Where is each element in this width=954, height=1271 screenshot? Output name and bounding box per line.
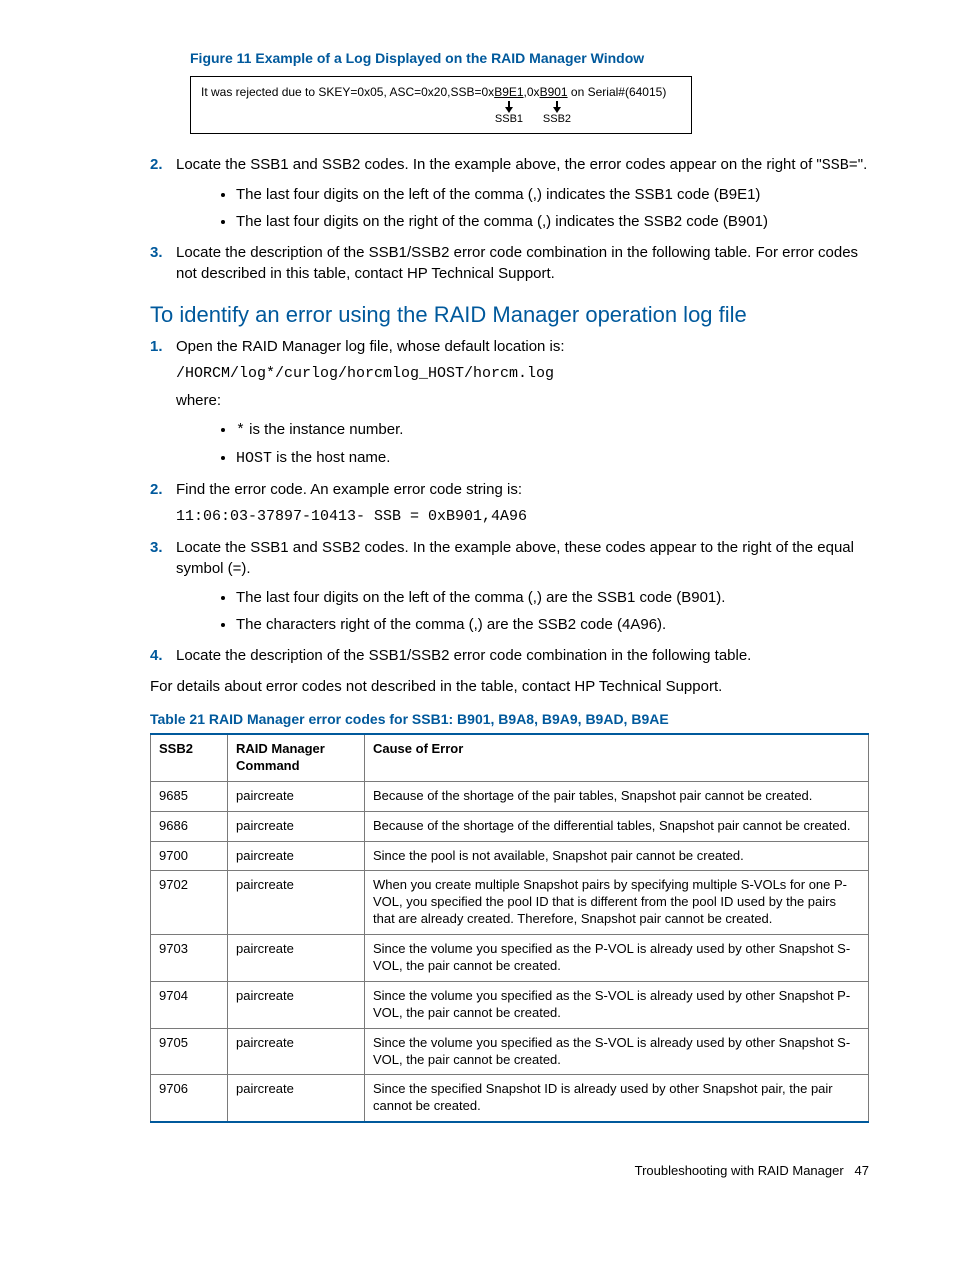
cell-cmd: paircreate — [228, 1028, 365, 1075]
document-page: Figure 11 Example of a Log Displayed on … — [0, 0, 954, 1208]
step-num: 2. — [150, 154, 163, 175]
cell-cause: Since the volume you specified as the P-… — [365, 935, 869, 982]
cell-cause: Since the pool is not available, Snapsho… — [365, 841, 869, 871]
cell-cmd: paircreate — [228, 871, 365, 935]
bullet: The last four digits on the left of the … — [236, 587, 869, 608]
bullet-code: * — [236, 422, 245, 439]
cell-cmd: paircreate — [228, 1075, 365, 1122]
figure-label2: SSB2 — [543, 113, 571, 125]
step-text: Locate the description of the SSB1/SSB2 … — [176, 647, 751, 664]
table-row: 9700paircreateSince the pool is not avai… — [151, 841, 869, 871]
bullet-text: is the instance number. — [245, 421, 403, 438]
figure-prefix: It was rejected due to SKEY=0x05, ASC=0x… — [201, 85, 494, 99]
bullet: The last four digits on the right of the… — [236, 211, 869, 232]
bullet: HOST is the host name. — [236, 447, 869, 469]
th-cause: Cause of Error — [365, 734, 869, 781]
step-num: 2. — [150, 479, 163, 500]
cell-ssb2: 9686 — [151, 811, 228, 841]
cell-cmd: paircreate — [228, 781, 365, 811]
table-caption: Table 21 RAID Manager error codes for SS… — [150, 711, 869, 727]
cell-ssb2: 9703 — [151, 935, 228, 982]
table-row: 9704paircreateSince the volume you speci… — [151, 981, 869, 1028]
figure-box: It was rejected due to SKEY=0x05, ASC=0x… — [190, 76, 692, 134]
bullet: The characters right of the comma (,) ar… — [236, 614, 869, 635]
figure-suffix: on Serial#(64015) — [568, 85, 667, 99]
step-b2: 2. Find the error code. An example error… — [150, 479, 869, 527]
step-a3: 3. Locate the description of the SSB1/SS… — [150, 242, 869, 284]
table-row: 9703paircreateSince the volume you speci… — [151, 935, 869, 982]
step-b1: 1. Open the RAID Manager log file, whose… — [150, 336, 869, 469]
step-b4: 4. Locate the description of the SSB1/SS… — [150, 645, 869, 666]
cell-cause: Since the volume you specified as the S-… — [365, 981, 869, 1028]
arrow-ssb1: SSB1 — [489, 101, 529, 125]
step-text2: ". — [858, 156, 868, 173]
step-text: Locate the description of the SSB1/SSB2 … — [176, 244, 858, 282]
figure-label1: SSB1 — [495, 113, 523, 125]
figure-text: It was rejected due to SKEY=0x05, ASC=0x… — [201, 85, 681, 99]
figure-mid: ,0x — [524, 85, 540, 99]
cell-cause: When you create multiple Snapshot pairs … — [365, 871, 869, 935]
cell-cause: Because of the shortage of the pair tabl… — [365, 781, 869, 811]
step-num: 3. — [150, 242, 163, 263]
table-row: 9686paircreateBecause of the shortage of… — [151, 811, 869, 841]
step-a2-bullets: The last four digits on the left of the … — [176, 184, 869, 232]
section-heading: To identify an error using the RAID Mana… — [150, 302, 869, 328]
step-num: 1. — [150, 336, 163, 357]
step-text: Open the RAID Manager log file, whose de… — [176, 338, 565, 355]
step-num: 3. — [150, 537, 163, 558]
where-label: where: — [176, 390, 869, 411]
cell-cause: Since the specified Snapshot ID is alrea… — [365, 1075, 869, 1122]
table-row: 9706paircreateSince the specified Snapsh… — [151, 1075, 869, 1122]
cell-ssb2: 9706 — [151, 1075, 228, 1122]
step-text: Find the error code. An example error co… — [176, 481, 522, 498]
error-code-string: 11:06:03-37897-10413- SSB = 0xB901,4A96 — [176, 506, 869, 527]
cell-cmd: paircreate — [228, 935, 365, 982]
figure-caption: Figure 11 Example of a Log Displayed on … — [190, 50, 869, 66]
step-b1-bullets: * is the instance number. HOST is the ho… — [176, 419, 869, 469]
arrow-ssb2: SSB2 — [537, 101, 577, 125]
cell-ssb2: 9705 — [151, 1028, 228, 1075]
error-code-table: SSB2 RAID Manager Command Cause of Error… — [150, 733, 869, 1123]
table-row: 9685paircreateBecause of the shortage of… — [151, 781, 869, 811]
cell-cmd: paircreate — [228, 811, 365, 841]
figure-arrows: SSB1 SSB2 — [201, 101, 681, 125]
step-num: 4. — [150, 645, 163, 666]
steps-a: 2. Locate the SSB1 and SSB2 codes. In th… — [150, 154, 869, 284]
step-code: SSB= — [822, 157, 858, 174]
tail-paragraph: For details about error codes not descri… — [150, 676, 869, 697]
footer-text: Troubleshooting with RAID Manager — [635, 1163, 844, 1178]
log-path: /HORCM/log*/curlog/horcmlog_HOST/horcm.l… — [176, 363, 869, 384]
step-a2: 2. Locate the SSB1 and SSB2 codes. In th… — [150, 154, 869, 232]
steps-b: 1. Open the RAID Manager log file, whose… — [150, 336, 869, 666]
cell-cause: Since the volume you specified as the S-… — [365, 1028, 869, 1075]
th-cmd: RAID Manager Command — [228, 734, 365, 781]
bullet: * is the instance number. — [236, 419, 869, 441]
th-ssb2: SSB2 — [151, 734, 228, 781]
cell-ssb2: 9700 — [151, 841, 228, 871]
figure-code1: B9E1 — [494, 85, 523, 99]
table-row: 9702paircreateWhen you create multiple S… — [151, 871, 869, 935]
figure-code2: B901 — [540, 85, 568, 99]
bullet-text: is the host name. — [272, 449, 390, 466]
page-footer: Troubleshooting with RAID Manager 47 — [150, 1163, 869, 1178]
page-number: 47 — [855, 1163, 869, 1178]
cell-ssb2: 9704 — [151, 981, 228, 1028]
cell-cmd: paircreate — [228, 981, 365, 1028]
cell-ssb2: 9685 — [151, 781, 228, 811]
step-b3-bullets: The last four digits on the left of the … — [176, 587, 869, 635]
step-b3: 3. Locate the SSB1 and SSB2 codes. In th… — [150, 537, 869, 635]
bullet-code: HOST — [236, 450, 272, 467]
cell-cmd: paircreate — [228, 841, 365, 871]
step-text: Locate the SSB1 and SSB2 codes. In the e… — [176, 156, 822, 173]
cell-ssb2: 9702 — [151, 871, 228, 935]
table-header-row: SSB2 RAID Manager Command Cause of Error — [151, 734, 869, 781]
cell-cause: Because of the shortage of the different… — [365, 811, 869, 841]
bullet: The last four digits on the left of the … — [236, 184, 869, 205]
table-row: 9705paircreateSince the volume you speci… — [151, 1028, 869, 1075]
step-text: Locate the SSB1 and SSB2 codes. In the e… — [176, 539, 854, 577]
